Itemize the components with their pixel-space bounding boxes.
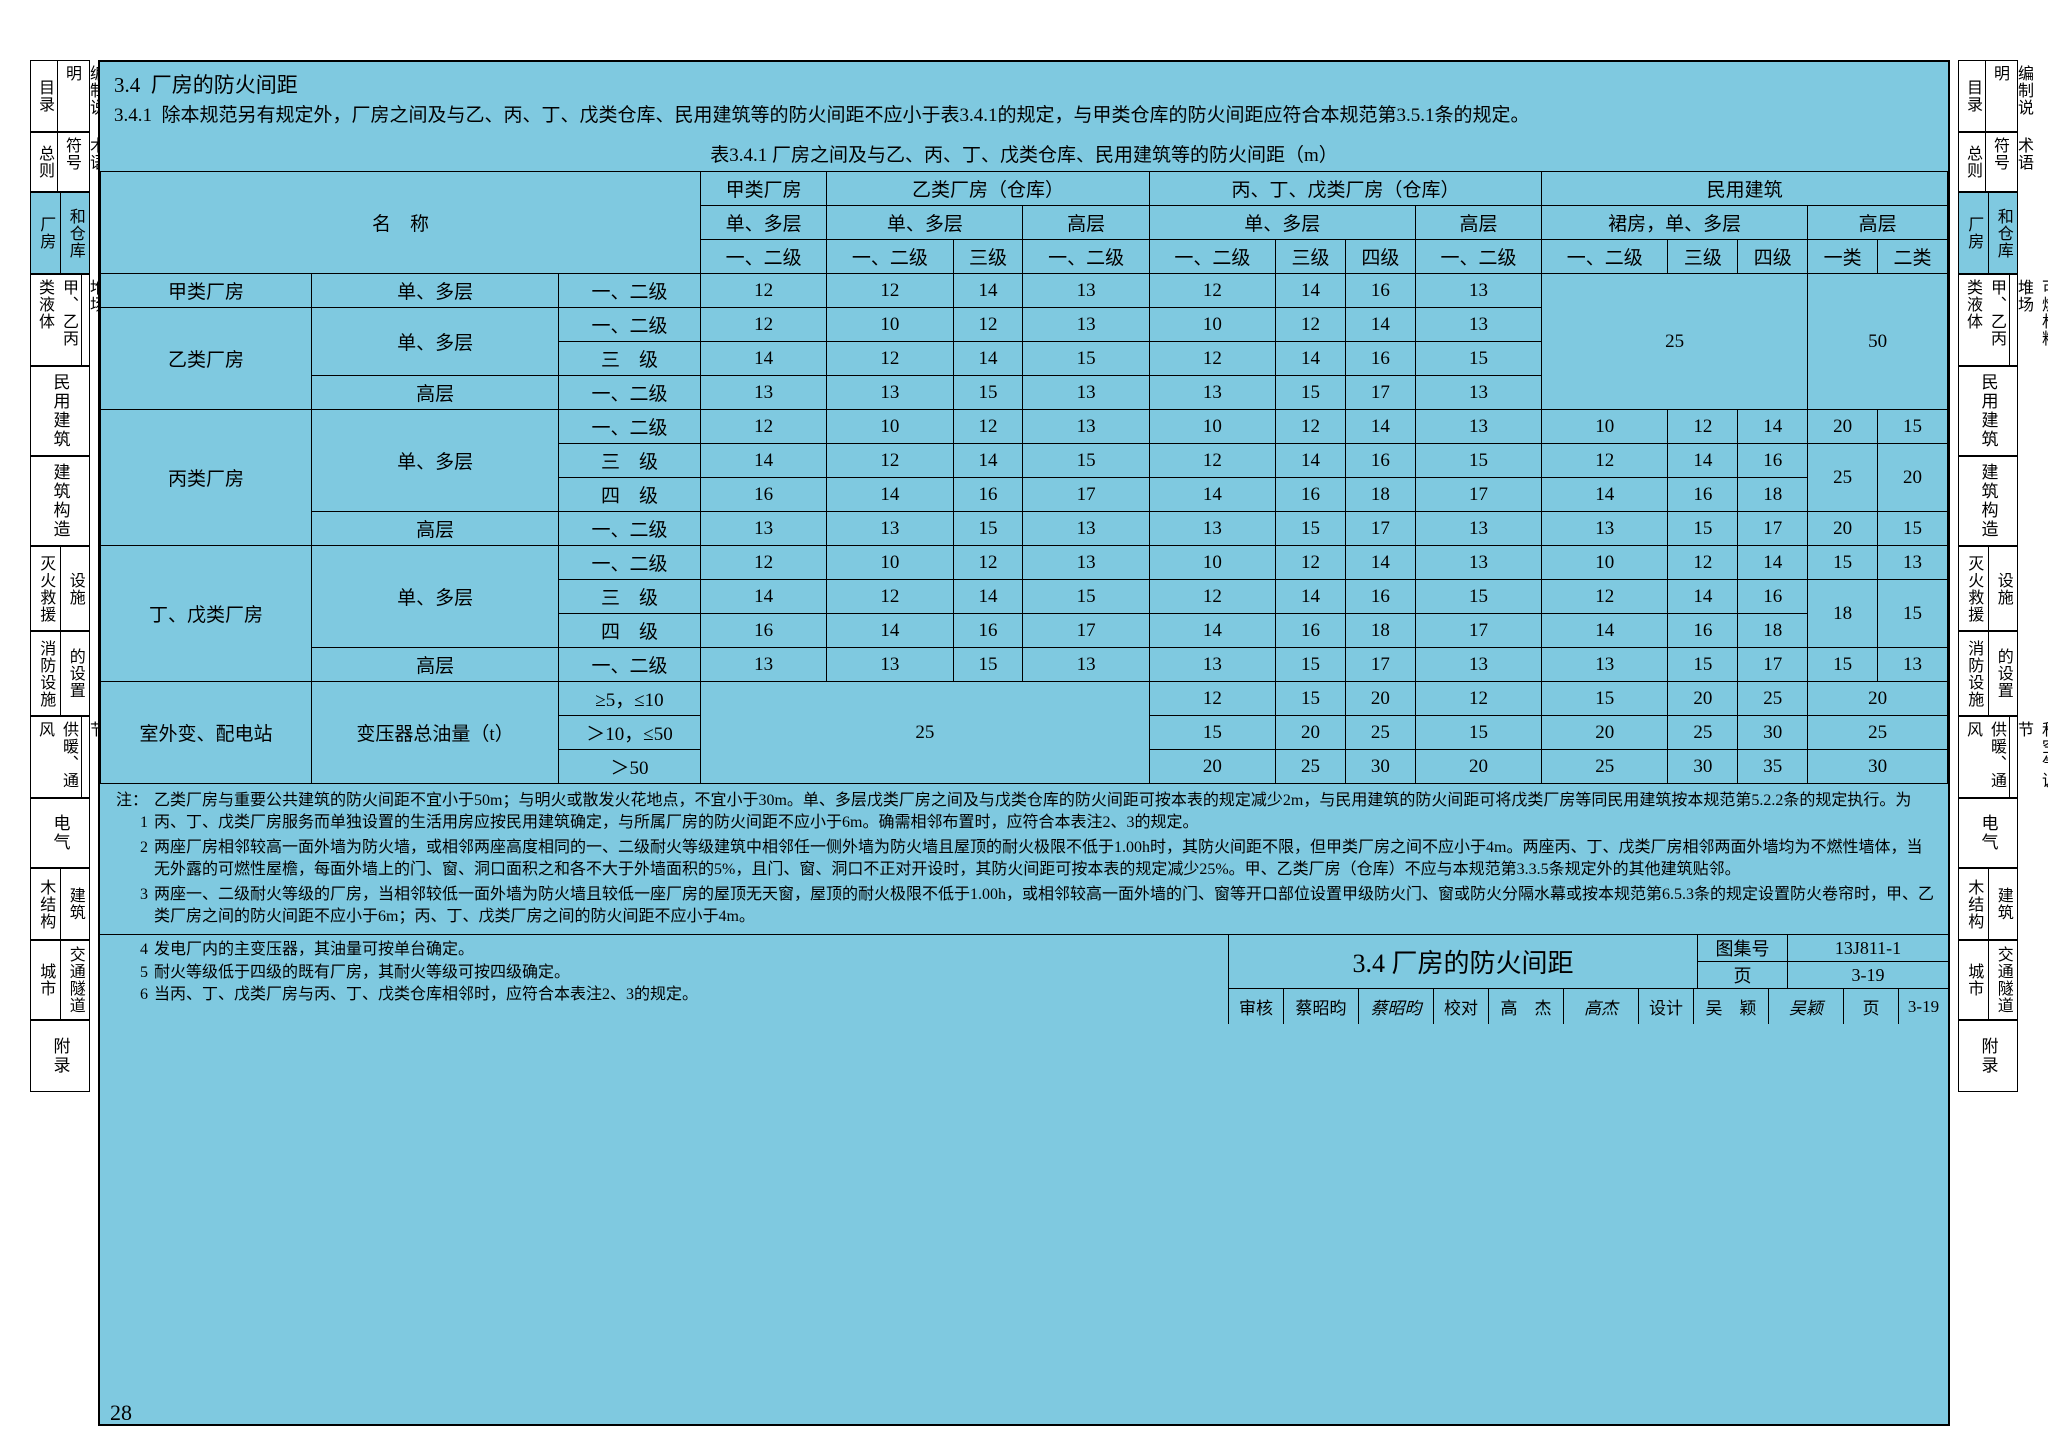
side-tab[interactable]: 目录编制说明	[1958, 60, 2018, 132]
series-value: 13J811-1	[1788, 935, 1948, 961]
series-label: 图集号	[1698, 935, 1788, 961]
side-tab[interactable]: 消防设施的设置	[30, 631, 90, 716]
side-tab[interactable]: 供暖、通风和空气调节	[30, 716, 90, 798]
sig-signature: 蔡昭昀	[1359, 989, 1434, 1024]
side-tab[interactable]: 民用建筑	[30, 366, 90, 456]
side-tab[interactable]: 厂房和仓库	[1958, 192, 2018, 274]
side-tab[interactable]: 民用建筑	[1958, 366, 2018, 456]
signature-row: 审核蔡昭昀蔡昭昀校对高 杰高杰设计吴 颖吴颖页3-19	[1229, 988, 1948, 1024]
side-tab[interactable]: 电气	[30, 798, 90, 868]
sig-label: 校对	[1434, 989, 1489, 1024]
sig-name: 蔡昭昀	[1284, 989, 1359, 1024]
sig-label: 设计	[1639, 989, 1694, 1024]
right-tabs: 目录编制说明总则术语符号厂房和仓库甲、乙丙类液体气体储罐(区)和可燃材料堆场民用…	[1958, 60, 2018, 1426]
clause-number: 3.4.1	[114, 105, 152, 126]
sig-name: 吴 颖	[1694, 989, 1769, 1024]
sig-label: 审核	[1229, 989, 1284, 1024]
side-tab[interactable]: 木结构建筑	[1958, 868, 2018, 940]
note-item: 注：1乙类厂房与重要公共建筑的防火间距不宜小于50m；与明火或散发火花地点，不宜…	[114, 790, 1934, 835]
side-tab[interactable]: 甲、乙丙类液体气体储罐(区)和可燃材料堆场	[1958, 274, 2018, 366]
side-tab[interactable]: 电气	[1958, 798, 2018, 868]
note-item: 4发电厂内的主变压器，其油量可按单台确定。	[114, 939, 1214, 961]
page-value: 3-19	[1788, 962, 1948, 988]
side-tab[interactable]: 附录	[30, 1020, 90, 1092]
sig-signature: 高杰	[1564, 989, 1639, 1024]
side-tab[interactable]: 厂房和仓库	[30, 192, 90, 274]
sig-page-value: 3-19	[1899, 989, 1948, 1024]
page-number: 28	[110, 1400, 132, 1426]
side-tab[interactable]: 建筑构造	[30, 456, 90, 546]
title-block: 3.4 厂房的防火间距 图集号 13J811-1 页 3-19 审核蔡昭昀蔡昭昀…	[1228, 935, 1948, 1024]
side-tab[interactable]: 供暖、通风和空气调节	[1958, 716, 2018, 798]
clause-text: 除本规范另有规定外，厂房之间及与乙、丙、丁、戊类仓库、民用建筑等的防火间距不应小…	[162, 105, 1530, 126]
main-panel: 3.4 厂房的防火间距 3.4.1 除本规范另有规定外，厂房之间及与乙、丙、丁、…	[98, 60, 1950, 1426]
note-item: 3两座一、二级耐火等级的厂房，当相邻较低一面外墙为防火墙且较低一座厂房的屋顶无天…	[114, 884, 1934, 929]
note-item: 6当丙、丁、戊类厂房与丙、丁、戊类仓库相邻时，应符合本表注2、3的规定。	[114, 984, 1214, 1006]
side-tab[interactable]: 城市交通隧道	[30, 940, 90, 1020]
page-label: 页	[1698, 962, 1788, 988]
side-tab[interactable]: 目录编制说明	[30, 60, 90, 132]
notes-lower: 4发电厂内的主变压器，其油量可按单台确定。5耐火等级低于四级的既有厂房，其耐火等…	[100, 935, 1228, 1024]
side-tab[interactable]: 灭火救援设施	[30, 546, 90, 631]
side-tab[interactable]: 灭火救援设施	[1958, 546, 2018, 631]
note-item: 2两座厂房相邻较高一面外墙为防火墙，或相邻两座高度相同的一、二级耐火等级建筑中相…	[114, 837, 1934, 882]
fire-distance-table: 名 称甲类厂房乙类厂房（仓库）丙、丁、戊类厂房（仓库）民用建筑单、多层单、多层高…	[100, 171, 1948, 784]
side-tab[interactable]: 附录	[1958, 1020, 2018, 1092]
side-tab[interactable]: 甲、乙丙类液体气体储罐(区)和可燃材料堆场	[30, 274, 90, 366]
side-tab[interactable]: 建筑构造	[1958, 456, 2018, 546]
notes-upper: 注：1乙类厂房与重要公共建筑的防火间距不宜小于50m；与明火或散发火花地点，不宜…	[100, 784, 1948, 934]
section-number: 3.4	[114, 73, 140, 97]
section-title: 厂房的防火间距	[151, 73, 298, 97]
sig-signature: 吴颖	[1769, 989, 1844, 1024]
side-tab[interactable]: 消防设施的设置	[1958, 631, 2018, 716]
drawing-title: 3.4 厂房的防火间距	[1229, 935, 1698, 988]
intro-block: 3.4 厂房的防火间距 3.4.1 除本规范另有规定外，厂房之间及与乙、丙、丁、…	[100, 62, 1948, 138]
footer-block: 4发电厂内的主变压器，其油量可按单台确定。5耐火等级低于四级的既有厂房，其耐火等…	[100, 934, 1948, 1024]
left-tabs: 目录编制说明总则术语符号厂房和仓库甲、乙丙类液体气体储罐(区)和可燃材料堆场民用…	[30, 60, 90, 1426]
side-tab[interactable]: 城市交通隧道	[1958, 940, 2018, 1020]
side-tab[interactable]: 总则术语符号	[1958, 132, 2018, 192]
sig-page-label: 页	[1844, 989, 1899, 1024]
note-item: 5耐火等级低于四级的既有厂房，其耐火等级可按四级确定。	[114, 962, 1214, 984]
side-tab[interactable]: 总则术语符号	[30, 132, 90, 192]
sig-name: 高 杰	[1489, 989, 1564, 1024]
side-tab[interactable]: 木结构建筑	[30, 868, 90, 940]
table-caption: 表3.4.1 厂房之间及与乙、丙、丁、戊类仓库、民用建筑等的防火间距（m）	[100, 138, 1948, 171]
